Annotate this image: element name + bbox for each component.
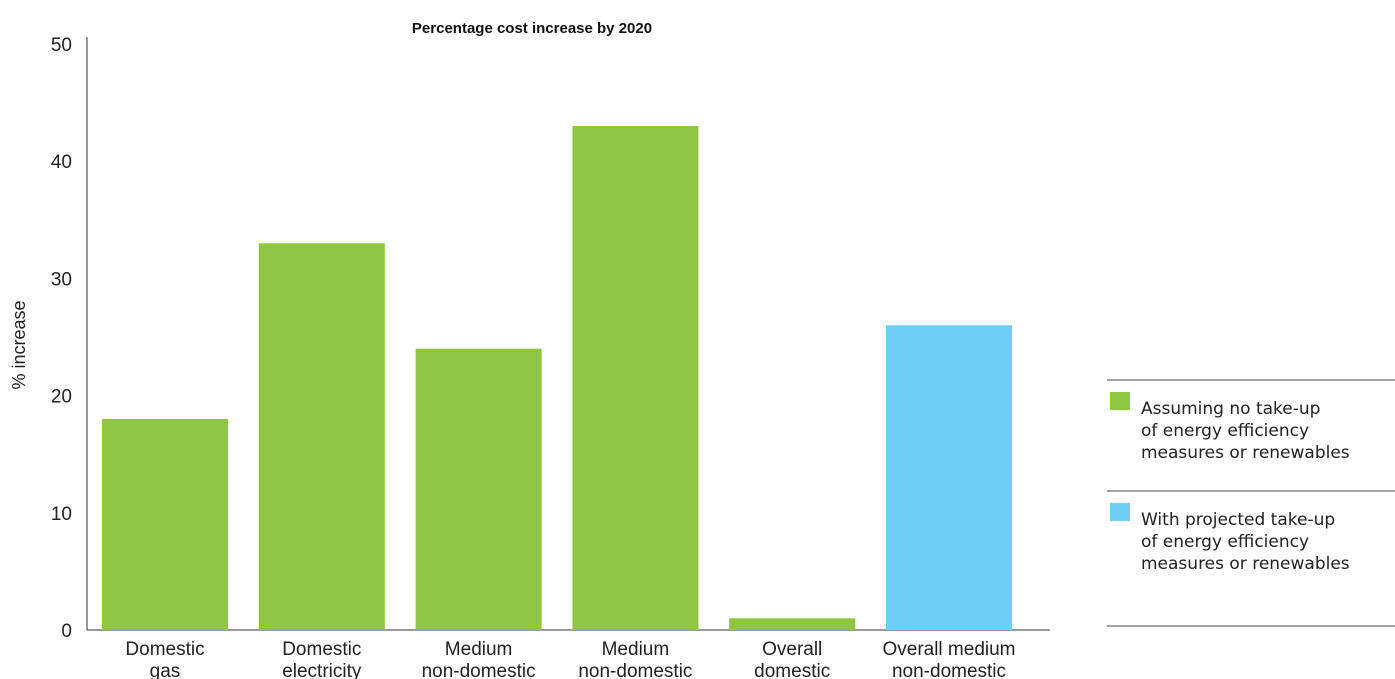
legend: Assuming no take-up of energy efficiency m… (1107, 379, 1395, 627)
legend-entry-label: With projected take-up of energy efficien… (1141, 510, 1350, 574)
x-tick-label: Domestic gas (125, 639, 204, 679)
legend-entry-label: Assuming no take-up of energy efficiency m… (1141, 399, 1350, 463)
bar (729, 618, 856, 630)
bar (886, 325, 1012, 630)
y-tick-label: 30 (51, 269, 72, 290)
x-tick-label: Domestic electricity (282, 639, 362, 679)
legend-swatch (1110, 503, 1130, 521)
y-axis-ticks: 0 10 20 30 40 50 (51, 35, 72, 642)
y-tick-label: 50 (51, 35, 72, 56)
y-tick-label: 10 (51, 504, 72, 525)
legend-swatch (1110, 392, 1130, 410)
chart-title: Percentage cost increase by 2020 (412, 20, 652, 37)
x-axis-category-labels: Domestic gas Domestic electricity Medium non-… (125, 639, 1015, 679)
bar (415, 348, 542, 630)
bar (258, 243, 385, 631)
x-tick-label: Overall domestic (754, 639, 830, 679)
y-axis-label: % increase (9, 300, 29, 389)
bar (572, 126, 699, 630)
x-tick-label: Overall medium non-domestic (882, 639, 1015, 679)
y-tick-label: 40 (51, 152, 72, 173)
bar (102, 419, 228, 630)
y-tick-label: 20 (51, 387, 72, 408)
y-tick-label: 0 (61, 621, 72, 642)
bars (102, 126, 1012, 631)
